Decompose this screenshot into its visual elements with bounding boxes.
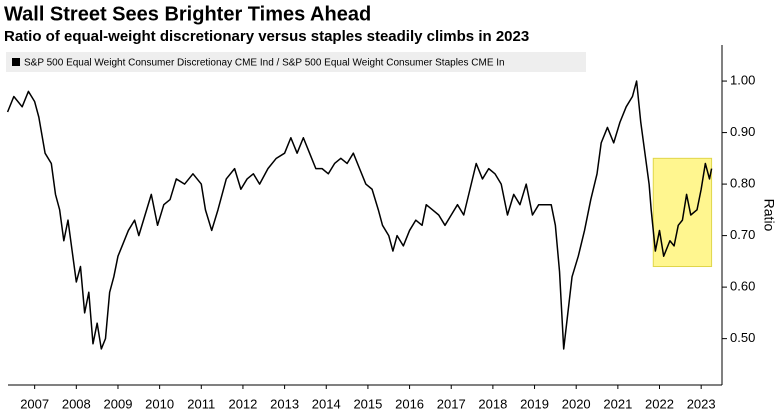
x-tick-label: 2011 <box>187 396 215 411</box>
y-tick-label: 0.50 <box>730 330 755 345</box>
x-tick-label: 2009 <box>104 396 133 411</box>
legend-swatch <box>12 58 20 66</box>
y-tick-label: 0.90 <box>730 124 755 139</box>
x-tick-label: 2023 <box>687 396 716 411</box>
data-line <box>6 80 713 350</box>
y-tick-label: 0.80 <box>730 176 755 191</box>
y-tick-label: 0.70 <box>730 227 755 242</box>
y-tick-label: 1.00 <box>730 72 755 87</box>
x-tick-label: 2010 <box>145 396 174 411</box>
x-tick-label: 2013 <box>270 396 299 411</box>
x-tick-label: 2018 <box>478 396 507 411</box>
x-tick-label: 2014 <box>312 396 341 411</box>
chart-subtitle: Ratio of equal-weight discretionary vers… <box>4 28 529 45</box>
x-tick-label: 2015 <box>353 396 382 411</box>
y-axis-label: Ratio <box>761 199 777 232</box>
x-tick-label: 2019 <box>520 396 549 411</box>
x-tick-label: 2021 <box>603 396 632 411</box>
x-tick-label: 2008 <box>62 396 91 411</box>
chart-title: Wall Street Sees Brighter Times Ahead <box>4 3 371 25</box>
legend-box <box>6 52 586 72</box>
x-tick-label: 2017 <box>437 396 466 411</box>
y-tick-label: 0.60 <box>730 279 755 294</box>
legend-label: S&P 500 Equal Weight Consumer Discretion… <box>24 58 505 69</box>
x-tick-label: 2007 <box>20 396 49 411</box>
x-tick-label: 2016 <box>395 396 424 411</box>
x-tick-label: 2020 <box>562 396 591 411</box>
x-tick-label: 2022 <box>645 396 674 411</box>
x-tick-label: 2012 <box>228 396 257 411</box>
